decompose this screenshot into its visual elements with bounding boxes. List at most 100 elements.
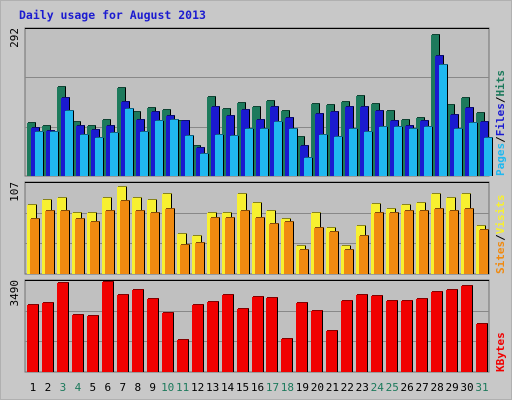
bar-sites-day-26 [404, 211, 413, 274]
x-tick-label-day-8: 8 [134, 381, 141, 394]
legend-separator: / [494, 96, 507, 103]
x-tick-label-day-17: 17 [266, 381, 279, 394]
x-tick-label-day-18: 18 [281, 381, 294, 394]
bar-kbytes-day-8 [132, 290, 143, 372]
bar-sites-day-18 [284, 222, 293, 274]
bar-kbytes-day-24 [371, 296, 382, 372]
bar-kbytes-day-15 [237, 309, 248, 372]
series-legend: Pages/Files/Hits [494, 70, 507, 176]
bar-pages-day-30 [469, 123, 477, 176]
bar-sites-day-27 [419, 211, 428, 274]
bar-kbytes-day-3 [57, 283, 68, 372]
bar-kbytes-day-23 [356, 295, 367, 372]
x-tick-label-day-31: 31 [475, 381, 488, 394]
bar-sites-day-8 [135, 211, 144, 274]
bar-pages-day-9 [155, 121, 163, 176]
x-tick-label-day-12: 12 [191, 381, 204, 394]
bar-pages-day-16 [260, 129, 268, 176]
bar-sites-day-11 [180, 245, 189, 274]
bar-sites-day-1 [30, 219, 39, 274]
bar-pages-day-6 [110, 133, 118, 176]
bar-kbytes-day-12 [192, 305, 203, 372]
bar-pages-day-13 [215, 135, 223, 176]
bar-kbytes-day-10 [162, 313, 173, 372]
bar-sites-day-4 [75, 219, 84, 274]
x-tick-label-day-15: 15 [236, 381, 249, 394]
bar-kbytes-day-4 [72, 315, 83, 372]
legend-kbytes: KBytes [494, 332, 507, 372]
bar-pages-day-28 [439, 65, 447, 176]
y-max-label: 3490 [8, 280, 21, 307]
x-tick-label-day-19: 19 [296, 381, 309, 394]
bar-sites-day-9 [150, 213, 159, 274]
x-tick-label-day-2: 2 [45, 381, 52, 394]
bar-pages-day-8 [140, 132, 148, 176]
bar-pages-day-2 [50, 132, 58, 176]
bar-kbytes-day-17 [266, 298, 277, 372]
bar-pages-day-25 [394, 127, 402, 176]
bar-kbytes-day-31 [476, 324, 487, 372]
bar-pages-day-3 [65, 111, 73, 176]
bar-pages-day-12 [200, 154, 208, 176]
series-legend: KBytes [494, 332, 507, 372]
bar-kbytes-day-28 [431, 292, 442, 372]
legend-separator: / [494, 136, 507, 143]
x-tick-label-day-3: 3 [60, 381, 67, 394]
bar-sites-day-13 [210, 218, 219, 274]
bar-sites-day-12 [195, 243, 204, 274]
bar-kbytes-day-2 [42, 303, 53, 372]
x-tick-label-day-10: 10 [161, 381, 174, 394]
bar-pages-day-21 [334, 137, 342, 176]
bar-sites-day-17 [269, 224, 278, 274]
bar-pages-day-15 [245, 129, 253, 176]
bar-kbytes-day-21 [326, 331, 337, 372]
series-legend: Sites/Visits [494, 195, 507, 275]
bar-pages-day-24 [379, 127, 387, 176]
bar-sites-day-10 [165, 209, 174, 274]
bar-sites-day-22 [344, 250, 353, 274]
bar-kbytes-day-18 [281, 339, 292, 372]
bar-pages-day-19 [304, 158, 312, 176]
bar-kbytes-day-29 [446, 290, 457, 372]
bar-kbytes-day-7 [117, 295, 128, 372]
legend-hits: Hits [494, 70, 507, 97]
bar-sites-day-20 [314, 228, 323, 274]
x-tick-label-day-5: 5 [90, 381, 97, 394]
bar-kbytes-day-1 [27, 305, 38, 372]
bar-pages-day-4 [80, 135, 88, 176]
x-tick-label-day-24: 24 [371, 381, 385, 394]
x-tick-label-day-25: 25 [386, 381, 399, 394]
bar-sites-day-3 [60, 211, 69, 274]
bar-kbytes-day-14 [222, 295, 233, 372]
x-tick-label-day-6: 6 [105, 381, 112, 394]
bar-pages-day-20 [319, 135, 327, 176]
bar-sites-day-28 [434, 209, 443, 274]
x-tick-label-day-27: 27 [416, 381, 429, 394]
x-tick-label-day-22: 22 [341, 381, 354, 394]
bar-pages-day-5 [95, 138, 103, 176]
x-tick-label-day-7: 7 [119, 381, 126, 394]
bar-pages-day-14 [230, 136, 238, 176]
bar-sites-day-15 [240, 211, 249, 274]
bar-sites-day-14 [225, 218, 234, 274]
bar-sites-day-23 [359, 236, 368, 274]
bar-sites-day-5 [90, 222, 99, 274]
x-tick-label-day-26: 26 [401, 381, 414, 394]
legend-pages: Pages [494, 143, 507, 176]
bar-sites-day-31 [479, 230, 488, 274]
x-tick-label-day-4: 4 [75, 381, 82, 394]
bar-kbytes-day-30 [461, 286, 472, 372]
bar-sites-day-7 [120, 201, 129, 274]
bar-kbytes-day-13 [207, 302, 218, 372]
y-max-label: 107 [8, 182, 21, 202]
bar-pages-day-18 [289, 129, 297, 176]
x-tick-label-day-29: 29 [445, 381, 458, 394]
bar-kbytes-day-27 [416, 299, 427, 372]
x-tick-label-day-16: 16 [251, 381, 264, 394]
legend-separator: / [494, 234, 507, 241]
bar-kbytes-day-9 [147, 299, 158, 372]
legend-files: Files [494, 103, 507, 136]
bar-kbytes-day-5 [87, 316, 98, 372]
bar-sites-day-24 [374, 213, 383, 274]
bar-kbytes-day-6 [102, 282, 113, 372]
